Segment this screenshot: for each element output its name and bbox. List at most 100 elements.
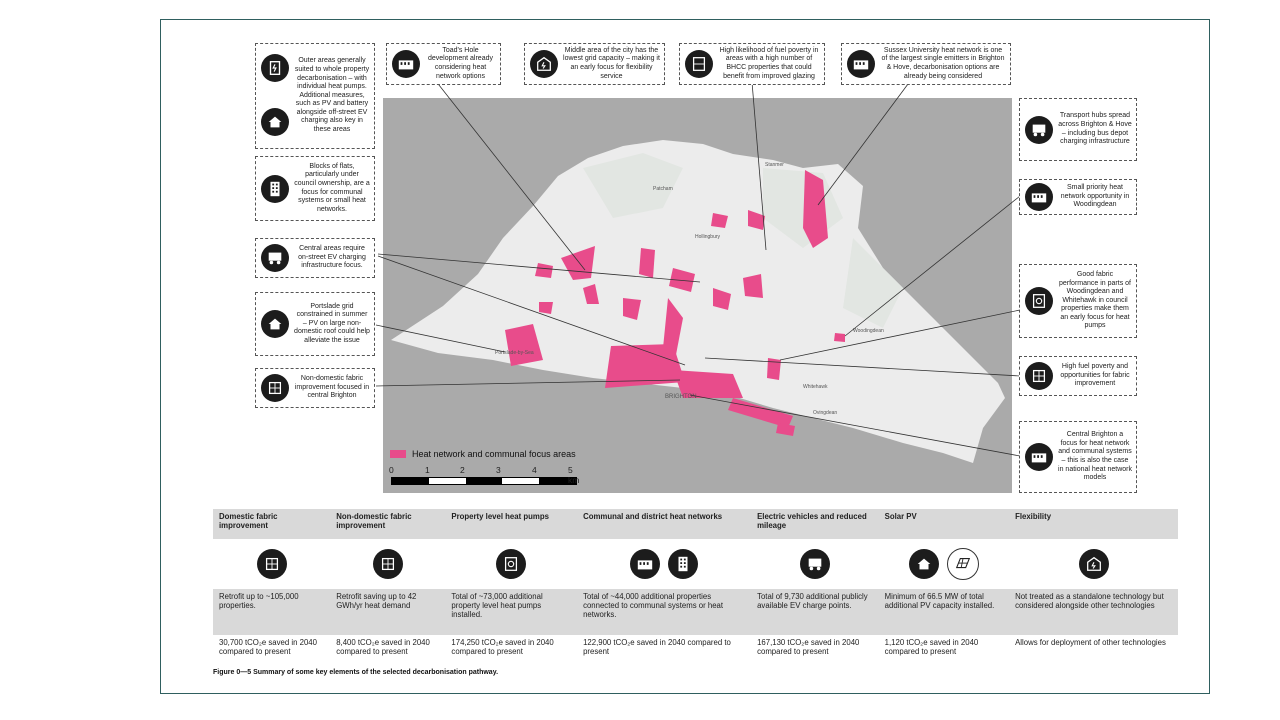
- callout-middle-area: Middle area of the city has the lowest g…: [524, 43, 665, 85]
- heat-pump-icon: [1025, 287, 1053, 315]
- focus-area: [711, 213, 728, 228]
- scale-bar: 0 1 2 3 4 5 km: [389, 465, 579, 485]
- window-glazing-icon: [685, 50, 713, 78]
- bus-ev-icon: [261, 244, 289, 272]
- callout-text: High fuel poverty and opportunities for …: [1060, 363, 1130, 388]
- focus-area: [728, 398, 793, 428]
- callout-non-domestic: Non-domestic fabric improvement focused …: [255, 368, 375, 408]
- focus-area: [535, 263, 553, 278]
- map-place-label: Patcham: [653, 186, 673, 192]
- scale-tick: 1: [425, 465, 430, 475]
- map-place-label: Woodingdean: [853, 328, 884, 334]
- callout-text: Portslade grid constrained in summer – P…: [294, 302, 370, 344]
- city-land: [391, 140, 1005, 463]
- district-heat-icon: [630, 549, 661, 579]
- description-cell: Not treated as a standalone technology b…: [1009, 589, 1178, 635]
- column-header: Non-domestic fabric improvement: [330, 509, 446, 539]
- table-icon-row: [213, 539, 1178, 589]
- legend-label: Heat network and communal focus areas: [412, 449, 576, 459]
- column-header: Electric vehicles and reduced mileage: [751, 509, 879, 539]
- column-header: Solar PV: [878, 509, 1010, 539]
- focus-area: [623, 298, 641, 320]
- table-header-row: Domestic fabric improvement Non-domestic…: [213, 509, 1178, 539]
- district-heat-icon: [847, 50, 875, 78]
- focus-area: [748, 210, 765, 230]
- map-place-label: Portslade-by-Sea: [495, 350, 534, 356]
- map-place-label: BRIGHTON: [665, 394, 697, 400]
- heat-pump-icon: [496, 549, 527, 579]
- focus-area: [561, 246, 595, 280]
- callout-transport-hubs: Transport hubs spread across Brighton & …: [1019, 98, 1137, 161]
- grid-flexibility-icon: [1078, 549, 1109, 579]
- grid-flexibility-icon: [530, 50, 558, 78]
- description-cell: Minimum of 66.5 MW of total additional P…: [878, 589, 1010, 635]
- district-heat-icon: [1025, 183, 1053, 211]
- map-place-label: Whitehawk: [803, 384, 828, 390]
- savings-cell: 8,400 tCO₂e saved in 2040 compared to pr…: [336, 638, 430, 656]
- callout-text: Middle area of the city has the lowest g…: [563, 46, 660, 80]
- bus-ev-icon: [799, 549, 830, 579]
- callout-text: Sussex University heat network is one of…: [881, 46, 1005, 80]
- column-header: Domestic fabric improvement: [213, 509, 331, 539]
- callout-good-fabric: Good fabric performance in parts of Wood…: [1019, 264, 1137, 338]
- column-header: Flexibility: [1009, 509, 1178, 539]
- focus-area: [605, 344, 685, 388]
- savings-cell: 122,900 tCO₂e saved in 2040 compared to …: [583, 638, 731, 656]
- focus-area: [639, 248, 655, 278]
- scale-bar-graphic: [391, 477, 577, 485]
- description-cell: Total of ~44,000 additional properties c…: [577, 589, 752, 635]
- apartment-block-icon: [668, 549, 699, 579]
- savings-cell: 1,120 tCO₂e saved in 2040 compared to pr…: [884, 638, 979, 656]
- callout-text: Central areas require on-street EV charg…: [298, 245, 366, 270]
- scale-tick: 3: [496, 465, 501, 475]
- insulation-icon: [256, 549, 287, 579]
- figure-caption: Figure 0—5 Summary of some key elements …: [213, 669, 499, 676]
- focus-area: [776, 423, 795, 436]
- focus-area: [663, 298, 683, 360]
- callout-text: Blocks of flats, particularly under coun…: [294, 162, 370, 213]
- callout-central-ev: Central areas require on-street EV charg…: [255, 238, 375, 278]
- callout-text: Outer areas generally suited to whole pr…: [294, 57, 370, 134]
- description-cell: Retrofit up to ~105,000 properties.: [213, 589, 331, 635]
- table-row: 30,700 tCO₂e saved in 2040 compared to p…: [213, 635, 1178, 671]
- house-icon: [908, 549, 939, 579]
- table-row: Retrofit up to ~105,000 properties. Retr…: [213, 589, 1178, 635]
- description-cell: Total of ~73,000 additional property lev…: [445, 589, 578, 635]
- district-heat-icon: [1025, 443, 1053, 471]
- solar-panel-icon: [946, 548, 979, 580]
- scale-tick: 2: [460, 465, 465, 475]
- focus-area: [539, 302, 553, 314]
- callout-text: Small priority heat network opportunity …: [1060, 184, 1130, 209]
- map-legend: Heat network and communal focus areas: [390, 449, 576, 459]
- ev-charger-icon: [261, 54, 289, 82]
- insulation-icon: [261, 374, 289, 402]
- focus-area: [673, 370, 743, 398]
- house-icon: [261, 108, 289, 136]
- focus-area: [713, 288, 731, 310]
- focus-area: [767, 358, 781, 380]
- insulation-icon: [1025, 362, 1053, 390]
- map-place-label: Stanmer: [765, 162, 784, 168]
- column-header: Communal and district heat networks: [577, 509, 752, 539]
- savings-cell: Allows for deployment of other technolog…: [1015, 638, 1166, 647]
- callout-portslade: Portslade grid constrained in summer – P…: [255, 292, 375, 356]
- callout-woodingdean: Small priority heat network opportunity …: [1019, 179, 1137, 215]
- callout-text: High likelihood of fuel poverty in areas…: [719, 46, 819, 80]
- description-cell: Retrofit saving up to 42 GWh/yr heat dem…: [330, 589, 446, 635]
- focus-area: [743, 274, 763, 298]
- focus-area: [669, 268, 695, 292]
- column-header: Property level heat pumps: [445, 509, 578, 539]
- callout-high-fuel-poverty: High fuel poverty and opportunities for …: [1019, 356, 1137, 396]
- savings-cell: 30,700 tCO₂e saved in 2040 compared to p…: [219, 638, 317, 656]
- callout-central-brighton: Central Brighton a focus for heat networ…: [1019, 421, 1137, 493]
- district-heat-icon: [392, 50, 420, 78]
- bus-ev-icon: [1025, 115, 1053, 144]
- callout-fuel-poverty: High likelihood of fuel poverty in areas…: [679, 43, 825, 85]
- insulation-icon: [372, 549, 403, 579]
- focus-area: [834, 333, 845, 342]
- callout-text: Non-domestic fabric improvement focused …: [294, 375, 370, 400]
- callout-toads-hole: Toad's Hole development already consider…: [386, 43, 501, 85]
- callout-text: Transport hubs spread across Brighton & …: [1058, 112, 1132, 146]
- callout-text: Central Brighton a focus for heat networ…: [1058, 431, 1132, 482]
- map: Portslade-by-Sea BRIGHTON Ovingdean Wood…: [383, 98, 1012, 493]
